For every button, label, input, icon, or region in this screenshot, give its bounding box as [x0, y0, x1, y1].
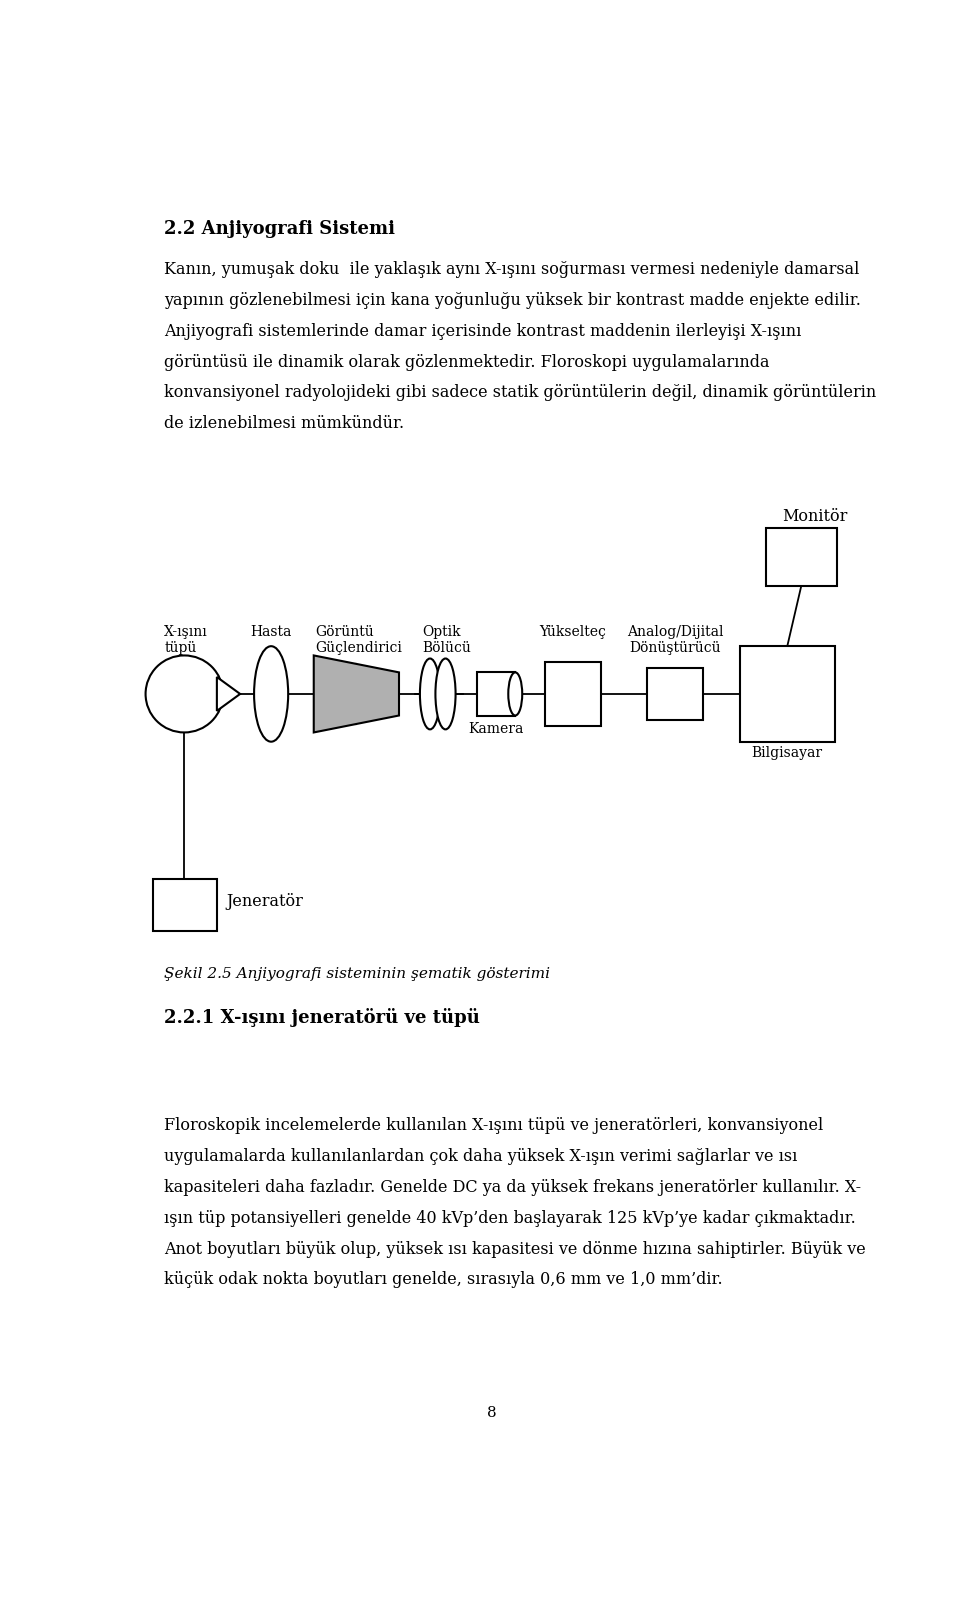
Text: Monitör: Monitör: [782, 508, 848, 524]
Bar: [765, 529, 837, 587]
Text: de izlenebilmesi mümkündür.: de izlenebilmesi mümkündür.: [164, 416, 404, 432]
Text: konvansiyonel radyolojideki gibi sadece statik görüntülerin değil, dinamik görün: konvansiyonel radyolojideki gibi sadece …: [164, 384, 876, 401]
Text: Görüntü
Güçlendirici: Görüntü Güçlendirici: [315, 624, 402, 654]
Ellipse shape: [420, 659, 440, 729]
Bar: [476, 672, 516, 716]
Text: 8: 8: [487, 1406, 497, 1420]
Text: 2.2 Anjiyografi Sistemi: 2.2 Anjiyografi Sistemi: [164, 221, 396, 239]
Text: Optik
Bölücü: Optik Bölücü: [422, 624, 471, 654]
Text: yapının gözlenebilmesi için kana yoğunluğu yüksek bir kontrast madde enjekte edi: yapının gözlenebilmesi için kana yoğunlu…: [164, 292, 861, 310]
Text: Yükselteç: Yükselteç: [540, 624, 606, 638]
Text: Anot boyutları büyük olup, yüksek ısı kapasitesi ve dönme hızına sahiptirler. Bü: Anot boyutları büyük olup, yüksek ısı ka…: [164, 1241, 866, 1257]
Ellipse shape: [436, 659, 456, 729]
Text: X-ışını
tüpü: X-ışını tüpü: [164, 624, 208, 654]
Bar: [154, 879, 217, 932]
Text: görüntüsü ile dinamik olarak gözlenmektedir. Floroskopi uygulamalarında: görüntüsü ile dinamik olarak gözlenmekte…: [164, 353, 770, 371]
Text: 2.2.1 X-ışını jeneratörü ve tüpü: 2.2.1 X-ışını jeneratörü ve tüpü: [164, 1008, 480, 1027]
Text: küçük odak nokta boyutları genelde, sırasıyla 0,6 mm ve 1,0 mm’dir.: küçük odak nokta boyutları genelde, sıra…: [164, 1272, 723, 1288]
Ellipse shape: [146, 656, 223, 732]
Bar: [647, 667, 703, 721]
Text: ışın tüp potansiyelleri genelde 40 kVp’den başlayarak 125 kVp’ye kadar çıkmaktad: ışın tüp potansiyelleri genelde 40 kVp’d…: [164, 1211, 856, 1227]
Bar: [544, 661, 601, 727]
Polygon shape: [217, 677, 240, 711]
Text: Analog/Dijital
Dönüştürücü: Analog/Dijital Dönüştürücü: [627, 624, 723, 654]
Text: Hasta: Hasta: [251, 624, 292, 638]
Text: Anjiyografi sistemlerinde damar içerisinde kontrast maddenin ilerleyişi X-ışını: Anjiyografi sistemlerinde damar içerisin…: [164, 322, 802, 340]
Ellipse shape: [508, 672, 522, 716]
Text: Floroskopik incelemelerde kullanılan X-ışını tüpü ve jeneratörleri, konvansiyone: Floroskopik incelemelerde kullanılan X-ı…: [164, 1117, 824, 1135]
Polygon shape: [314, 656, 399, 732]
Text: kapasiteleri daha fazladır. Genelde DC ya da yüksek frekans jeneratörler kullanı: kapasiteleri daha fazladır. Genelde DC y…: [164, 1178, 861, 1196]
Text: Şekil 2.5 Anjiyografi sisteminin şematik gösterimi: Şekil 2.5 Anjiyografi sisteminin şematik…: [164, 967, 550, 982]
Text: Kamera: Kamera: [468, 722, 523, 735]
Text: uygulamalarda kullanılanlardan çok daha yüksek X-ışın verimi sağlarlar ve ısı: uygulamalarda kullanılanlardan çok daha …: [164, 1148, 798, 1165]
Text: Bilgisayar: Bilgisayar: [752, 746, 823, 761]
Text: Jeneratör: Jeneratör: [227, 893, 303, 909]
Bar: [740, 646, 834, 742]
Ellipse shape: [254, 646, 288, 742]
Text: Kanın, yumuşak doku  ile yaklaşık aynı X-ışını soğurması vermesi nedeniyle damar: Kanın, yumuşak doku ile yaklaşık aynı X-…: [164, 261, 859, 279]
